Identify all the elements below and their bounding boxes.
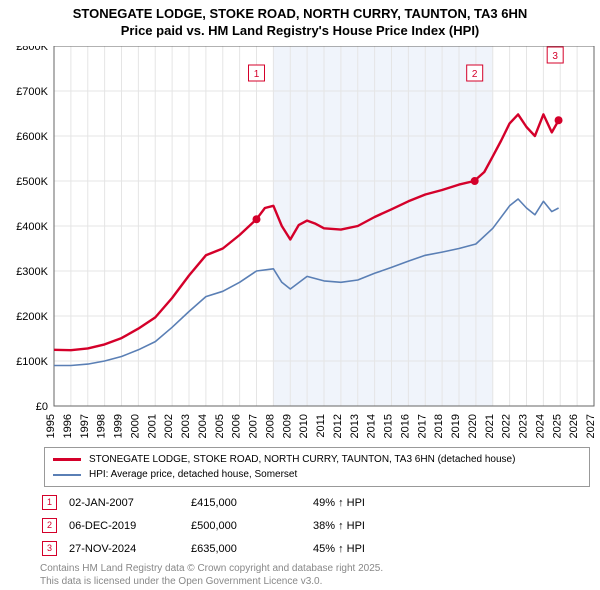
- x-tick-label: 1999: [113, 414, 125, 438]
- transaction-date: 06-DEC-2019: [69, 515, 189, 536]
- legend-row: STONEGATE LODGE, STOKE ROAD, NORTH CURRY…: [53, 452, 581, 467]
- x-tick-label: 2026: [568, 414, 580, 438]
- legend-swatch: [53, 474, 81, 476]
- x-tick-label: 1997: [79, 414, 91, 438]
- transaction-price: £415,000: [191, 492, 311, 513]
- y-tick-label: £800K: [16, 46, 48, 53]
- footer-attribution: Contains HM Land Registry data © Crown c…: [40, 562, 383, 588]
- transaction-marker: 2: [42, 518, 57, 533]
- x-tick-label: 2010: [298, 414, 310, 438]
- x-tick-label: 2022: [501, 414, 513, 438]
- transactions-table: 1 02-JAN-2007£415,00049% ↑ HPI 2 06-DEC-201…: [40, 490, 377, 561]
- x-tick-label: 1998: [96, 414, 108, 438]
- transaction-price: £635,000: [191, 538, 311, 559]
- x-tick-label: 2017: [416, 414, 428, 438]
- x-tick-label: 2024: [534, 414, 546, 438]
- transaction-marker: 1: [42, 495, 57, 510]
- title-line-1: STONEGATE LODGE, STOKE ROAD, NORTH CURRY…: [0, 6, 600, 23]
- sale-flag-num: 2: [472, 69, 478, 80]
- chart-area: £0 £100K £200K £300K £400K £500K £600K £700K £80…: [4, 46, 600, 451]
- footer-line-2: This data is licensed under the Open Gov…: [40, 575, 383, 588]
- legend-label: STONEGATE LODGE, STOKE ROAD, NORTH CURRY…: [89, 452, 515, 467]
- x-tick-label: 2005: [214, 414, 226, 438]
- legend-swatch: [53, 458, 81, 461]
- sale-dot-1: [253, 216, 260, 223]
- x-tick-label: 2027: [585, 414, 596, 438]
- sale-dot-2: [471, 177, 478, 184]
- transaction-row: 2 06-DEC-2019£500,00038% ↑ HPI: [42, 515, 375, 536]
- sale-dot-3: [555, 117, 562, 124]
- x-tick-label: 2013: [349, 414, 361, 438]
- line-chart-svg: £0 £100K £200K £300K £400K £500K £600K £700K £80…: [4, 46, 596, 446]
- x-tick-label: 2003: [180, 414, 192, 438]
- x-tick-label: 2012: [332, 414, 344, 438]
- y-tick-label: £400K: [16, 221, 48, 233]
- x-tick-label: 2014: [366, 414, 378, 438]
- x-tick-label: 2016: [399, 414, 411, 438]
- transaction-row: 1 02-JAN-2007£415,00049% ↑ HPI: [42, 492, 375, 513]
- legend-row: HPI: Average price, detached house, Some…: [53, 467, 581, 482]
- y-tick-label: £700K: [16, 86, 48, 98]
- x-tick-label: 2009: [281, 414, 293, 438]
- transaction-pct: 45% ↑ HPI: [313, 538, 375, 559]
- x-tick-label: 2021: [484, 414, 496, 438]
- sale-flag-num: 3: [552, 51, 558, 62]
- x-tick-label: 2000: [129, 414, 141, 438]
- x-tick-label: 2002: [163, 414, 175, 438]
- transaction-pct: 49% ↑ HPI: [313, 492, 375, 513]
- x-tick-label: 2004: [197, 414, 209, 438]
- x-tick-label: 2015: [383, 414, 395, 438]
- x-tick-label: 2008: [264, 414, 276, 438]
- legend: STONEGATE LODGE, STOKE ROAD, NORTH CURRY…: [44, 447, 590, 487]
- title-line-2: Price paid vs. HM Land Registry's House …: [0, 23, 600, 40]
- y-tick-label: £100K: [16, 356, 48, 368]
- x-tick-label: 2023: [518, 414, 530, 438]
- x-tick-label: 2018: [433, 414, 445, 438]
- x-tick-label: 2001: [146, 414, 158, 438]
- sale-flag-num: 1: [254, 69, 260, 80]
- legend-label: HPI: Average price, detached house, Some…: [89, 467, 297, 482]
- x-tick-label: 1995: [45, 414, 57, 438]
- x-tick-label: 2019: [450, 414, 462, 438]
- transaction-date: 02-JAN-2007: [69, 492, 189, 513]
- x-tick-label: 1996: [62, 414, 74, 438]
- x-tick-label: 2007: [248, 414, 260, 438]
- chart-title: STONEGATE LODGE, STOKE ROAD, NORTH CURRY…: [0, 0, 600, 40]
- y-tick-label: £500K: [16, 176, 48, 188]
- x-tick-label: 2020: [467, 414, 479, 438]
- y-tick-label: £200K: [16, 311, 48, 323]
- transaction-pct: 38% ↑ HPI: [313, 515, 375, 536]
- transaction-row: 3 27-NOV-2024£635,00045% ↑ HPI: [42, 538, 375, 559]
- y-tick-label: £0: [36, 401, 48, 413]
- x-tick-label: 2006: [231, 414, 243, 438]
- footer-line-1: Contains HM Land Registry data © Crown c…: [40, 562, 383, 575]
- transaction-date: 27-NOV-2024: [69, 538, 189, 559]
- y-tick-label: £300K: [16, 266, 48, 278]
- x-tick-label: 2011: [315, 414, 327, 438]
- y-tick-label: £600K: [16, 131, 48, 143]
- x-tick-label: 2025: [551, 414, 563, 438]
- transaction-price: £500,000: [191, 515, 311, 536]
- transaction-marker: 3: [42, 541, 57, 556]
